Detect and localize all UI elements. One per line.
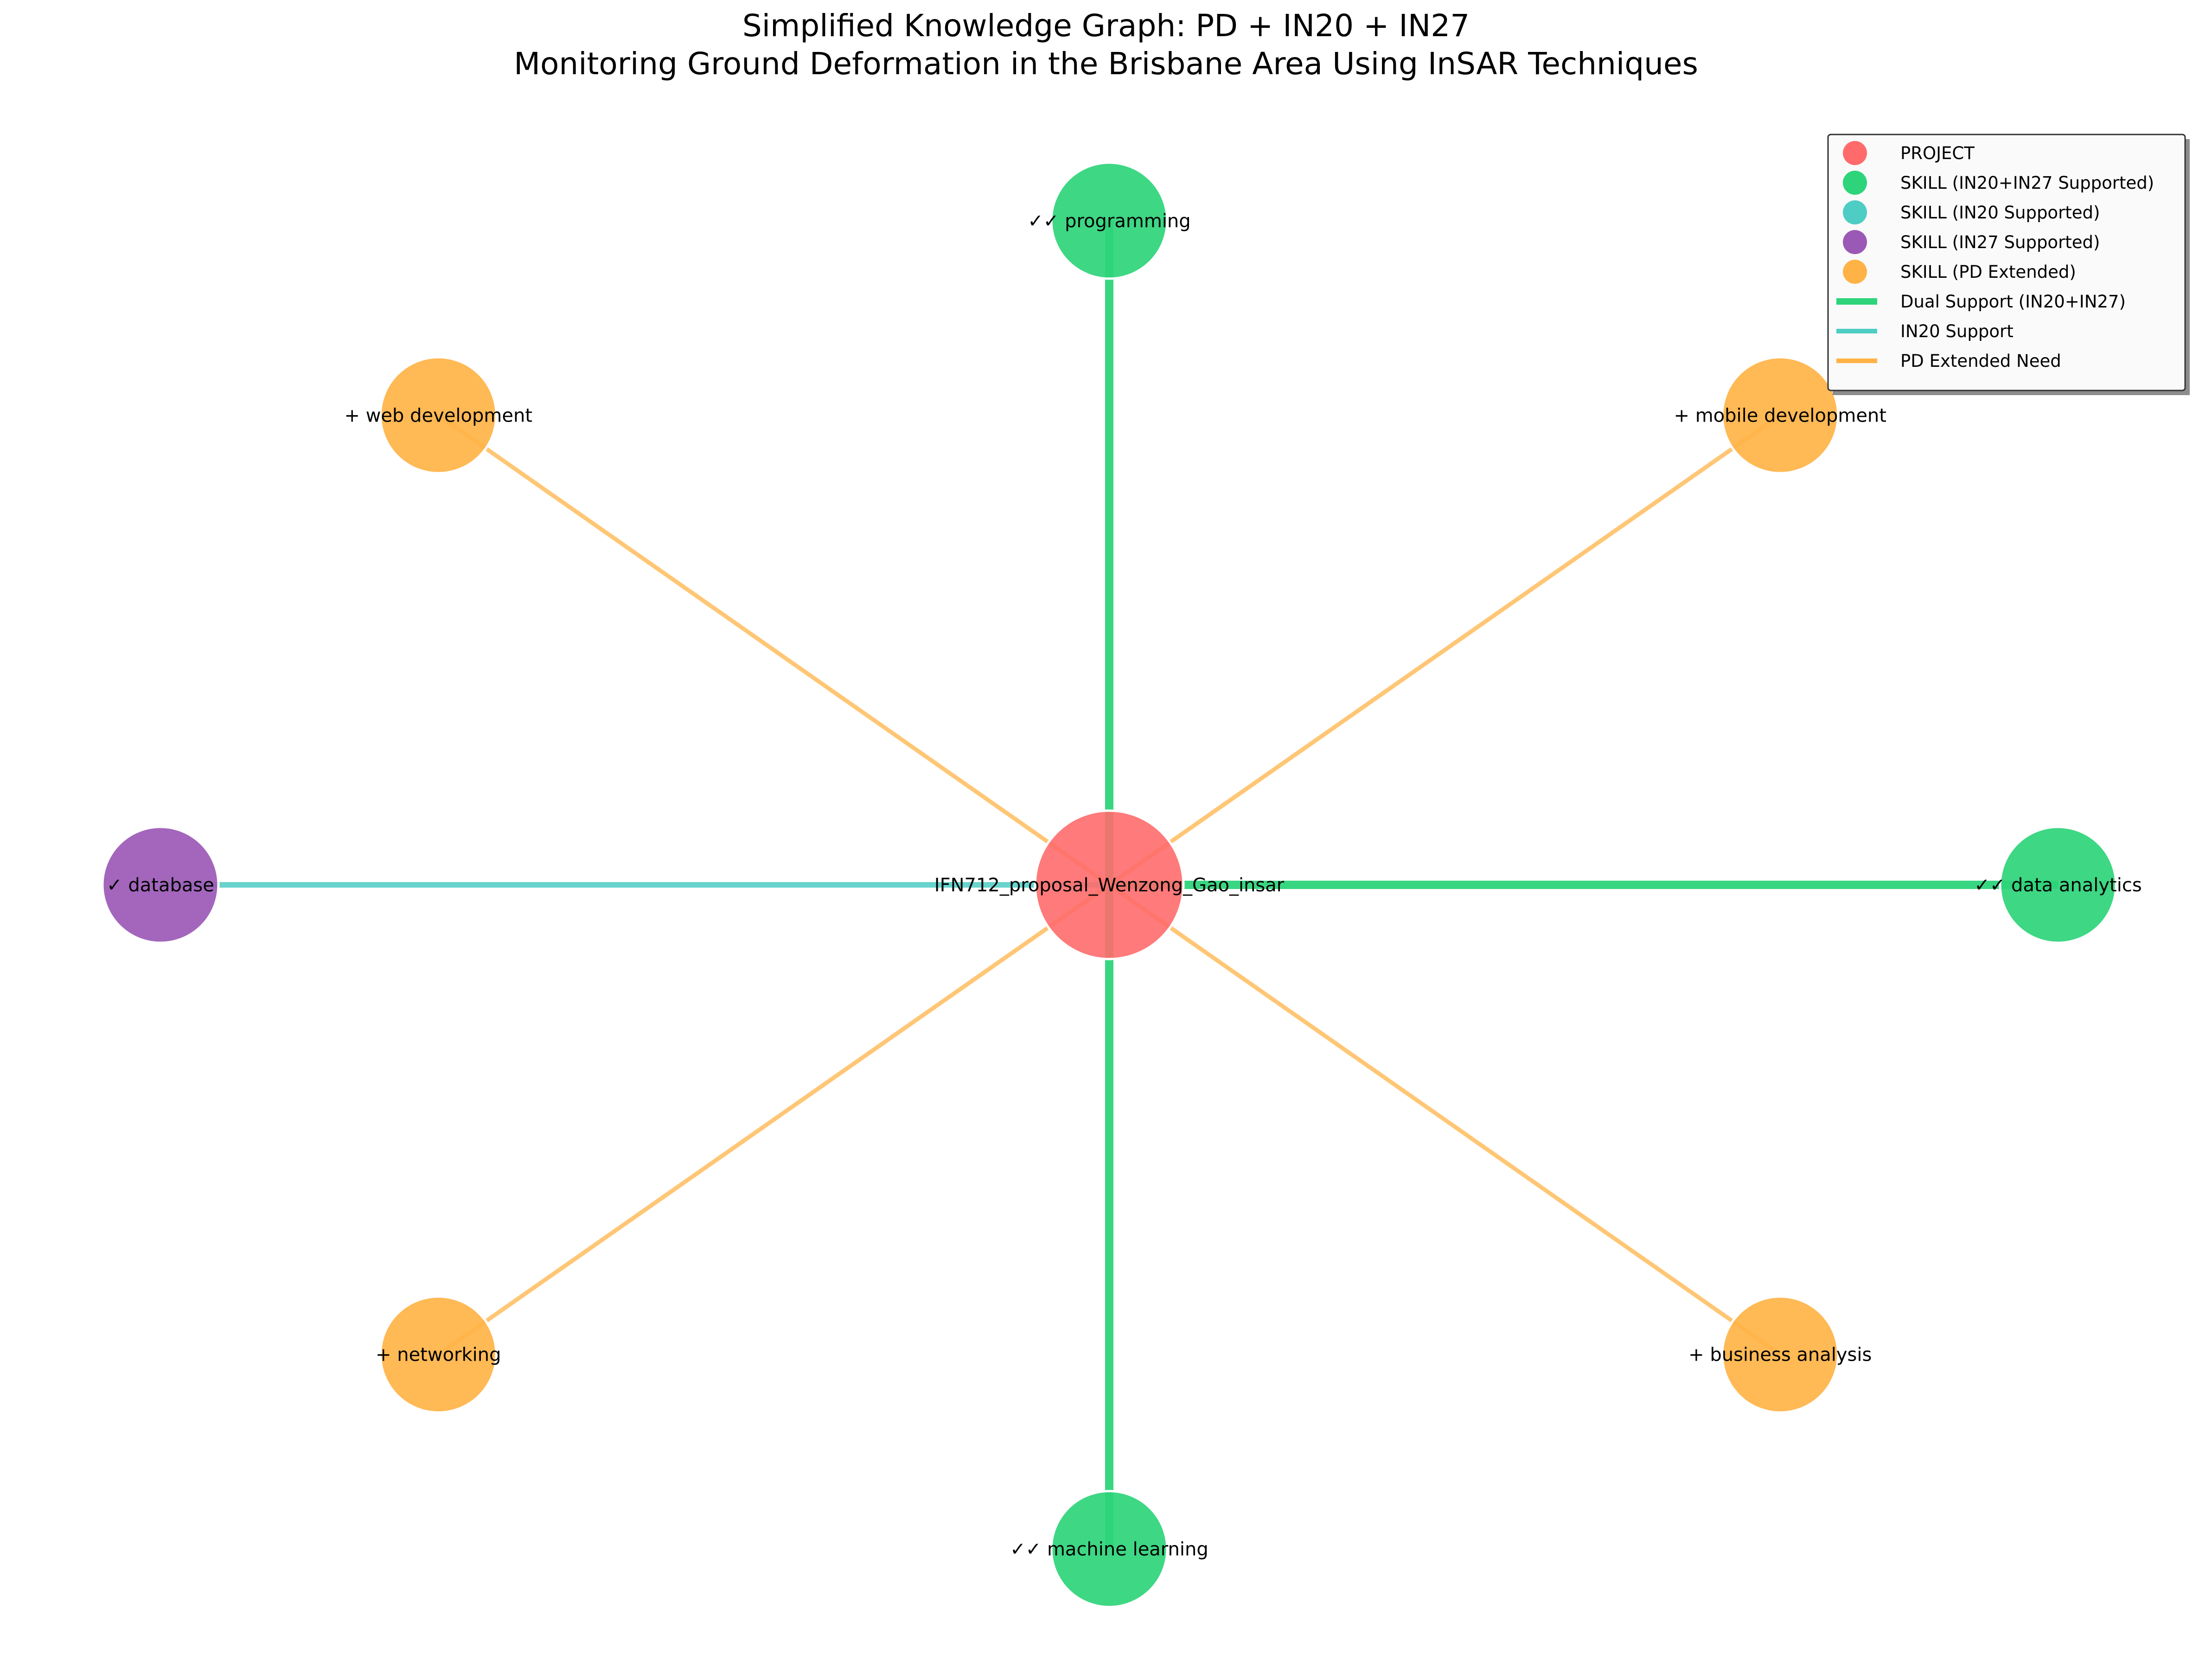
legend-line-label-2: PD Extended Need — [1900, 351, 2061, 371]
node-programming[interactable] — [1050, 161, 1169, 280]
node-web-development[interactable] — [379, 356, 498, 474]
graph-nodes — [101, 161, 2117, 1608]
edge-business-analysis — [1108, 883, 1782, 1356]
node-label-networking: + networking — [376, 1344, 501, 1366]
node-label-programming: ✓✓ programming — [1028, 211, 1190, 232]
node-database[interactable] — [101, 825, 220, 944]
legend-marker-1 — [1843, 171, 1867, 195]
legend-marker-2 — [1843, 200, 1867, 224]
legend-label-2: SKILL (IN20 Supported) — [1900, 203, 2100, 223]
node-label-data-analytics: ✓✓ data analytics — [1974, 875, 2142, 896]
graph-labels: ✓✓ programming + mobile development ✓✓ dat… — [107, 211, 2142, 1560]
node-label-web-development: + web development — [344, 405, 532, 426]
legend-label-1: SKILL (IN20+IN27 Supported) — [1900, 173, 2154, 193]
node-label-business-analysis: + business analysis — [1688, 1344, 1872, 1366]
legend: PROJECT SKILL (IN20+IN27 Supported) SKILL … — [1827, 134, 2190, 395]
node-data-analytics[interactable] — [1999, 825, 2117, 944]
node-label-database: ✓ database — [107, 875, 214, 896]
edge-mobile-development — [1108, 413, 1782, 887]
node-machine-learning[interactable] — [1050, 1490, 1169, 1608]
legend-box — [1827, 134, 2186, 391]
legend-marker-3 — [1843, 230, 1867, 254]
graph-title-line-1: Simplified Knowledge Graph: PD + IN20 + … — [742, 8, 1470, 44]
graph-edges — [160, 220, 2058, 1549]
node-business-analysis[interactable] — [1721, 1295, 1840, 1414]
legend-label-4: SKILL (PD Extended) — [1900, 262, 2076, 282]
legend-marker-4 — [1843, 260, 1867, 284]
legend-line-label-0: Dual Support (IN20+IN27) — [1900, 292, 2126, 312]
legend-label-0: PROJECT — [1900, 143, 1975, 163]
legend-line-label-1: IN20 Support — [1900, 321, 2014, 341]
legend-marker-0 — [1843, 141, 1867, 165]
node-networking[interactable] — [379, 1295, 498, 1414]
graph-title-line-2: Monitoring Ground Deformation in the Bri… — [514, 46, 1698, 82]
edge-networking — [437, 883, 1111, 1356]
legend-label-3: SKILL (IN27 Supported) — [1900, 232, 2100, 252]
edge-web-development — [437, 413, 1111, 887]
node-mobile-development[interactable] — [1721, 356, 1840, 474]
node-project[interactable] — [1034, 809, 1185, 960]
node-label-machine-learning: ✓✓ machine learning — [1010, 1539, 1208, 1560]
node-label-project: IFN712_proposal_Wenzong_Gao_insar — [934, 875, 1285, 896]
node-label-mobile-development: + mobile development — [1674, 405, 1886, 426]
